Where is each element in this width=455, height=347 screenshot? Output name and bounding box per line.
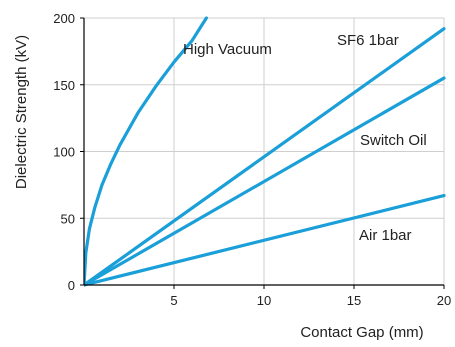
y-tick-label: 200 xyxy=(53,11,75,26)
series-label-switch-oil: Switch Oil xyxy=(360,132,427,149)
x-tick-label: 10 xyxy=(257,293,271,308)
series-label-air-1bar: Air 1bar xyxy=(359,227,412,244)
series-line-sf6-1bar xyxy=(84,27,446,287)
series-label-sf6-1bar: SF6 1bar xyxy=(337,32,399,49)
grid xyxy=(84,17,445,285)
x-tick-label: 15 xyxy=(347,293,361,308)
y-tick-label: 0 xyxy=(68,278,75,293)
curves xyxy=(84,16,446,287)
y-tick-label: 150 xyxy=(53,78,75,93)
series-line-air-1bar xyxy=(84,193,446,287)
y-tick-label: 50 xyxy=(61,211,75,226)
series-line-switch-oil xyxy=(84,76,446,287)
x-axis-title: Contact Gap (mm) xyxy=(300,324,423,341)
x-tick-label: 5 xyxy=(170,293,177,308)
y-tick-label: 100 xyxy=(53,145,75,160)
series-label-high-vacuum: High Vacuum xyxy=(183,41,272,58)
curve-labels: High Vacuum SF6 1bar Switch Oil Air 1bar xyxy=(183,32,427,244)
y-axis-title: Dielectric Strength (kV) xyxy=(13,35,30,189)
x-tick-label: 20 xyxy=(437,293,451,308)
series-line-high-vacuum xyxy=(84,16,208,287)
